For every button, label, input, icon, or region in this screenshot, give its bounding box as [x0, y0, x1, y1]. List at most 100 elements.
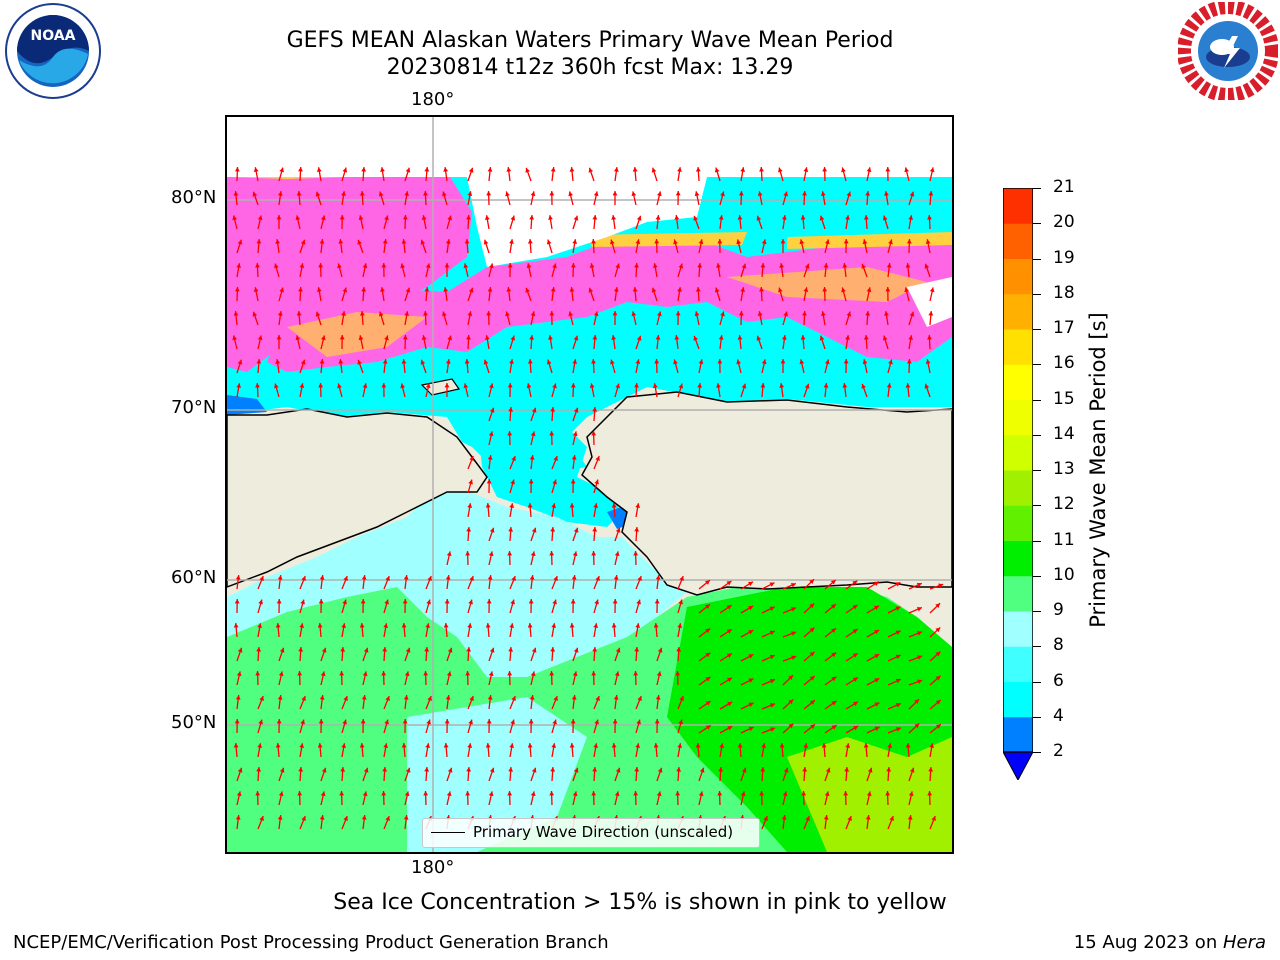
wave-direction-arrowhead: [570, 479, 576, 484]
wave-direction-arrowhead: [552, 719, 557, 725]
wave-direction-arrowhead: [656, 791, 662, 797]
wave-direction-arrowhead: [486, 479, 492, 484]
wave-direction-arrowhead: [381, 671, 387, 676]
wave-direction-arrowhead: [615, 263, 620, 269]
wave-direction-arrowhead: [319, 575, 325, 580]
wave-direction-arrowhead: [654, 239, 660, 244]
wave-direction-arrowhead: [259, 696, 264, 701]
wave-direction-arrowhead: [656, 191, 662, 197]
wave-direction-arrowhead: [446, 551, 452, 557]
wave-direction-arrowhead: [846, 311, 852, 317]
wave-direction-arrowhead: [468, 167, 474, 173]
wave-direction-arrowhead: [611, 503, 617, 508]
wave-direction-arrowhead: [343, 576, 348, 581]
wave-direction-arrowhead: [635, 623, 641, 628]
no-data-east: [907, 277, 952, 327]
wave-direction-arrowhead: [594, 719, 599, 725]
wave-direction-arrowhead: [591, 431, 597, 436]
wave-direction-arrowhead: [380, 287, 385, 292]
wave-direction-arrowhead: [819, 215, 825, 221]
wave-direction-arrowhead: [636, 335, 642, 341]
colorbar-tick-mark: [1033, 399, 1041, 401]
wave-direction-arrowhead: [895, 606, 901, 611]
wave-direction-arrowhead: [676, 647, 682, 652]
wave-direction-arrowhead: [569, 623, 575, 628]
wave-direction-arrowhead: [677, 287, 682, 292]
wave-direction-arrowhead: [447, 767, 453, 773]
wave-direction-arrowhead: [719, 743, 725, 748]
lon-label-top: 180°: [411, 89, 455, 110]
wave-direction-arrowhead: [756, 335, 762, 341]
wave-direction-arrowhead: [342, 599, 347, 605]
wave-direction-arrowhead: [895, 654, 901, 660]
wave-direction-arrowhead: [740, 791, 746, 797]
wave-direction-arrowhead: [339, 215, 345, 220]
wave-direction-arrowhead: [486, 599, 492, 604]
wave-direction-arrowhead: [612, 311, 618, 316]
wave-direction-arrowhead: [831, 628, 837, 633]
wave-direction-arrowhead: [403, 815, 409, 820]
wave-direction-arrowhead: [235, 575, 241, 580]
wave-direction-arrowhead: [592, 215, 598, 220]
wave-direction-arrowhead: [634, 767, 640, 772]
wave-direction-arrowhead: [761, 359, 767, 365]
wave-direction-arrowhead: [769, 582, 775, 587]
wave-direction-arrowhead: [447, 335, 452, 341]
wave-direction-arrowhead: [677, 623, 683, 628]
wave-direction-arrowhead: [803, 167, 809, 173]
wave-direction-arrowhead: [276, 599, 282, 604]
wave-direction-arrowhead: [300, 239, 306, 245]
wave-direction-arrowhead: [341, 311, 346, 316]
wave-direction-arrowhead: [508, 407, 514, 412]
colorbar-tick-mark: [1033, 434, 1041, 436]
wave-direction-arrowhead: [769, 654, 775, 660]
wave-direction-arrowhead: [698, 791, 704, 797]
wave-direction-arrowhead: [693, 215, 698, 221]
wave-direction-arrowhead: [791, 631, 797, 636]
wave-direction-arrowhead: [400, 263, 406, 269]
colorbar-tick-label: 21: [1053, 177, 1075, 197]
wave-direction-arrowhead: [445, 239, 451, 244]
wave-direction-arrowhead: [679, 696, 684, 701]
wave-direction-arrowhead: [530, 671, 536, 677]
wave-direction-arrowhead: [315, 191, 321, 197]
wave-direction-arrowhead: [824, 791, 830, 797]
wave-direction-arrowhead: [252, 311, 258, 317]
wave-direction-arrowhead: [321, 767, 327, 773]
wave-direction-arrowhead: [716, 263, 721, 268]
wave-direction-arrowhead: [865, 311, 871, 316]
wave-direction-arrowhead: [258, 599, 263, 605]
wave-direction-arrowhead: [526, 263, 532, 269]
wave-direction-arrowhead: [488, 671, 494, 677]
wave-direction-arrowhead: [895, 678, 901, 684]
wave-direction-arrowhead: [424, 767, 430, 772]
wave-direction-arrowhead: [935, 603, 941, 609]
wave-direction-arrowhead: [405, 647, 411, 653]
wave-direction-arrowhead: [508, 647, 514, 652]
wave-direction-arrowhead: [726, 580, 732, 586]
south-light-patch: [407, 697, 587, 852]
wave-direction-arrowhead: [276, 719, 282, 724]
wave-direction-arrowhead: [632, 167, 638, 172]
colorbar-tick-label: 8: [1053, 635, 1064, 656]
wave-direction-arrowhead: [615, 767, 621, 773]
wave-direction-arrowhead: [695, 287, 701, 292]
wave-direction-arrowhead: [510, 479, 515, 485]
wave-direction-arrowhead: [788, 675, 794, 681]
wave-direction-arrowhead: [234, 167, 240, 172]
wave-direction-arrowhead: [552, 383, 557, 389]
wave-direction-arrowhead: [404, 671, 410, 677]
wave-direction-arrowhead: [674, 215, 680, 220]
wave-direction-arrowhead: [338, 359, 344, 364]
wave-direction-arrowhead: [761, 743, 767, 748]
wave-direction-arrowhead: [301, 576, 306, 581]
wave-direction-arrowhead: [810, 724, 816, 729]
wave-direction-arrowhead: [469, 696, 474, 701]
wave-direction-arrowhead: [678, 719, 683, 725]
wave-direction-arrowhead: [895, 582, 901, 587]
wave-direction-arrowhead: [697, 263, 703, 268]
wave-direction-arrowhead: [528, 719, 534, 724]
wave-direction-arrowhead: [527, 359, 533, 364]
wave-direction-arrowhead: [299, 623, 305, 628]
wave-direction-arrowhead: [780, 359, 786, 364]
